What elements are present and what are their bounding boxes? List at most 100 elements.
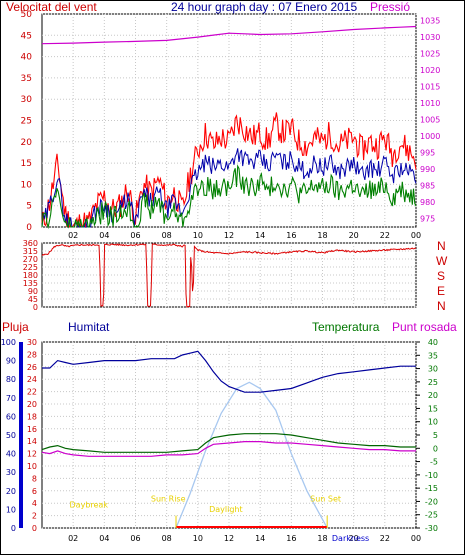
humidity-x-tick: 20: [349, 534, 359, 543]
pressure-y-tick: 990: [420, 165, 435, 174]
temperature-y-tick: 35: [428, 351, 438, 360]
temperature-y-tick: 10: [428, 418, 438, 427]
rain-y-tick: 30: [27, 338, 37, 347]
temperature-title: Temperatura: [312, 320, 380, 334]
humidity-x-tick: 18: [317, 534, 327, 543]
wind-x-tick: 00: [411, 231, 421, 240]
wind-direction-line: [41, 243, 417, 308]
pressure-y-tick: 1025: [420, 50, 440, 59]
humidity-y-tick: 60: [6, 412, 16, 421]
temperature-y-tick: 25: [428, 378, 438, 387]
temperature-y-tick: 0: [433, 444, 438, 453]
rain-y-tick: 24: [27, 375, 37, 384]
temperature-y-tick: -5: [430, 458, 438, 467]
humidity-y-tick: 90: [6, 357, 16, 366]
direction-y-tick: 180: [23, 271, 38, 280]
pressure-y-tick: 1000: [420, 132, 440, 141]
humidity-x-tick: 12: [224, 534, 234, 543]
rain-y-tick: 6: [32, 487, 37, 496]
humidity-x-tick: 06: [130, 534, 140, 543]
humidity-x-tick: 22: [380, 534, 390, 543]
humidity-y-tick: 100: [1, 338, 16, 347]
pressure-y-tick: 1035: [420, 17, 440, 26]
temperature-y-tick: -15: [425, 484, 438, 493]
pressure-y-tick: 1020: [420, 66, 440, 75]
wind-y-tick: 50: [21, 10, 33, 20]
wind-x-tick: 20: [349, 231, 359, 240]
daybreak-label: Daybreak: [70, 501, 109, 510]
humidity-y-tick: 40: [6, 450, 16, 459]
wind-x-tick: 22: [380, 231, 390, 240]
humidity-x-tick: 10: [193, 534, 203, 543]
wind-speed-title: Velocitat del vent: [6, 0, 97, 14]
dewpoint-title: Punt rosada: [392, 320, 457, 334]
rain-y-tick: 4: [32, 499, 37, 508]
wind-x-tick: 06: [130, 231, 140, 240]
direction-y-tick: 0: [33, 303, 38, 312]
wind-y-tick: 40: [21, 53, 33, 63]
wind-x-tick: 16: [286, 231, 296, 240]
humidity-x-tick: 08: [162, 534, 172, 543]
pressure-y-tick: 1030: [420, 33, 440, 42]
pressure-y-tick: 1005: [420, 116, 440, 125]
daylight-label: Daylight: [209, 505, 243, 514]
humidity-x-tick: 02: [68, 534, 78, 543]
wind-y-tick: 15: [21, 159, 32, 169]
pressure-line: [41, 25, 417, 45]
wind-x-tick: 18: [317, 231, 327, 240]
temperature-y-tick: -25: [425, 511, 438, 520]
humidity-x-tick: 00: [411, 534, 421, 543]
direction-y-tick: 45: [28, 295, 38, 304]
rain-y-tick: 22: [27, 388, 37, 397]
humidity-title: Humitat: [68, 320, 110, 334]
pressure-y-tick: 1015: [420, 83, 440, 92]
rain-y-tick: 12: [27, 450, 37, 459]
rain-y-tick: 10: [27, 462, 37, 471]
wind-x-tick: 08: [162, 231, 172, 240]
direction-y-tick: 315: [23, 247, 38, 256]
sunset-label: Sun Set: [310, 494, 341, 503]
rain-y-tick: 20: [27, 400, 37, 409]
humidity-y-tick: 70: [6, 394, 16, 403]
wind-y-tick: 30: [21, 95, 33, 105]
wind-y-tick: 35: [21, 74, 32, 84]
direction-label-s: S: [437, 269, 446, 283]
temperature-y-tick: 5: [433, 431, 438, 440]
wind-low-line: [41, 164, 417, 230]
direction-label-n-top: N: [437, 239, 446, 253]
humidity-y-tick: 0: [11, 524, 16, 533]
humidity-x-tick: 16: [286, 534, 296, 543]
wind-gust-line: [41, 112, 417, 228]
rain-y-tick: 18: [27, 412, 37, 421]
direction-label-n-bottom: N: [437, 299, 446, 313]
wind-x-tick: 14: [255, 231, 265, 240]
rain-y-tick: 8: [32, 474, 37, 483]
rain-y-tick: 14: [27, 437, 37, 446]
darkness-label: Darkness: [332, 534, 369, 543]
wind-x-tick: 10: [193, 231, 203, 240]
direction-label-e: E: [437, 284, 446, 298]
pressure-y-tick: 980: [420, 198, 435, 207]
humidity-y-tick: 20: [6, 487, 16, 496]
humidity-y-tick: 30: [6, 468, 16, 477]
solar-curve: [175, 381, 328, 529]
rain-y-tick: 2: [32, 512, 37, 521]
humidity-y-tick: 10: [6, 505, 16, 514]
humidity-line: [42, 350, 416, 393]
dewpoint-line: [41, 441, 416, 457]
sunrise-label: Sun Rise: [151, 494, 186, 503]
pressure-y-tick: 995: [420, 149, 435, 158]
wind-y-tick: 5: [26, 202, 32, 212]
direction-y-tick: 90: [28, 287, 38, 296]
rain-y-tick: 0: [32, 524, 37, 533]
pressure-y-tick: 985: [420, 182, 435, 191]
wind-y-tick: 0: [26, 223, 32, 233]
temperature-y-tick: 20: [428, 391, 438, 400]
wind-y-tick: 25: [21, 117, 32, 127]
direction-label-w: W: [436, 254, 448, 268]
wind-y-tick: 20: [21, 138, 33, 148]
wind-x-tick: 12: [224, 231, 234, 240]
humidity-x-tick: 14: [255, 534, 265, 543]
temperature-y-tick: 40: [428, 338, 438, 347]
rain-y-tick: 16: [27, 425, 37, 434]
